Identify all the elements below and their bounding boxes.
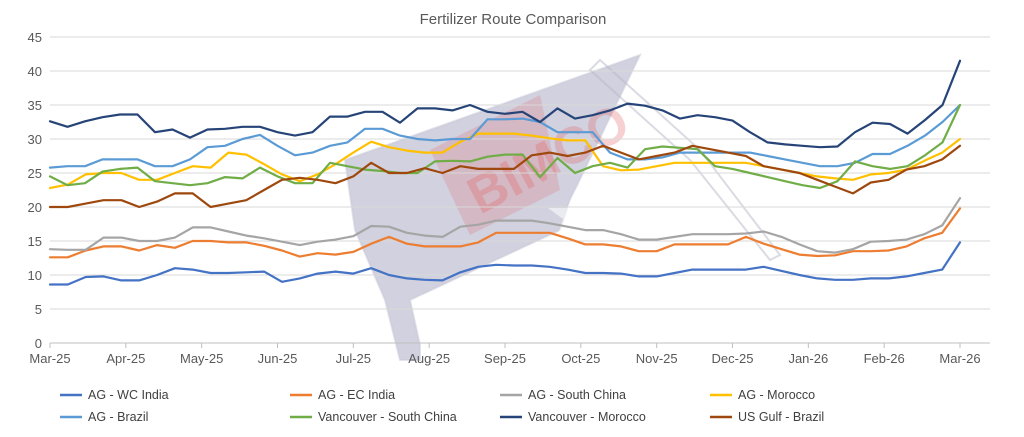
y-tick-label: 25: [28, 166, 42, 181]
y-tick-label: 15: [28, 234, 42, 249]
chart-title: Fertilizer Route Comparison: [420, 11, 607, 28]
x-axis: Mar-25 Apr-25 May-25 Jun-25 Jul-25 Aug-25 Sep-…: [29, 342, 990, 366]
x-tick-label: Apr-25: [106, 351, 145, 366]
y-tick-label: 10: [28, 268, 42, 283]
legend-label: AG - EC India: [318, 388, 395, 402]
legend-label: Vancouver - South China: [318, 410, 457, 424]
legend: AG - WC India AG - EC India AG - South Chi…: [60, 388, 824, 424]
y-axis: 0 5 10 15 20 25 30 35 40 45: [28, 30, 42, 351]
x-tick-label: Dec-25: [712, 351, 754, 366]
y-tick-label: 35: [28, 98, 42, 113]
legend-label: AG - Brazil: [88, 410, 148, 424]
x-tick-label: Jun-25: [258, 351, 298, 366]
x-tick-label: Aug-25: [408, 351, 450, 366]
y-tick-label: 5: [35, 302, 42, 317]
series-line-3: [48, 197, 962, 254]
series-line-2: [48, 207, 962, 259]
legend-label: AG - WC India: [88, 388, 169, 402]
x-tick-label: May-25: [180, 351, 223, 366]
series-line-5: [48, 103, 962, 169]
series-line-4: [48, 132, 962, 190]
y-tick-label: 0: [35, 336, 42, 351]
y-tick-label: 45: [28, 30, 42, 45]
grid-lines: [50, 36, 990, 310]
x-tick-label: Jul-25: [336, 351, 371, 366]
x-tick-label: Oct-25: [561, 351, 600, 366]
legend-label: US Gulf - Brazil: [738, 410, 824, 424]
watermark-flag-red-band: [430, 95, 560, 235]
series-line-7: [48, 59, 962, 149]
legend-label: AG - Morocco: [738, 388, 815, 402]
x-tick-label: Sep-25: [484, 351, 526, 366]
watermark-flag-ribbon: [588, 58, 782, 262]
y-tick-label: 30: [28, 132, 42, 147]
series-line-6: [48, 103, 962, 190]
series-lines: [48, 59, 962, 286]
x-tick-label: Feb-26: [864, 351, 905, 366]
series-line-1: [48, 241, 962, 286]
y-tick-label: 40: [28, 64, 42, 79]
y-tick-label: 20: [28, 200, 42, 215]
legend-label: AG - South China: [528, 388, 626, 402]
x-tick-label: Mar-26: [939, 351, 980, 366]
series-line-8: [48, 144, 962, 209]
x-tick-label: Mar-25: [29, 351, 70, 366]
legend-label: Vancouver - Morocco: [528, 410, 646, 424]
x-tick-label: Nov-25: [636, 351, 678, 366]
x-tick-label: Jan-26: [788, 351, 828, 366]
